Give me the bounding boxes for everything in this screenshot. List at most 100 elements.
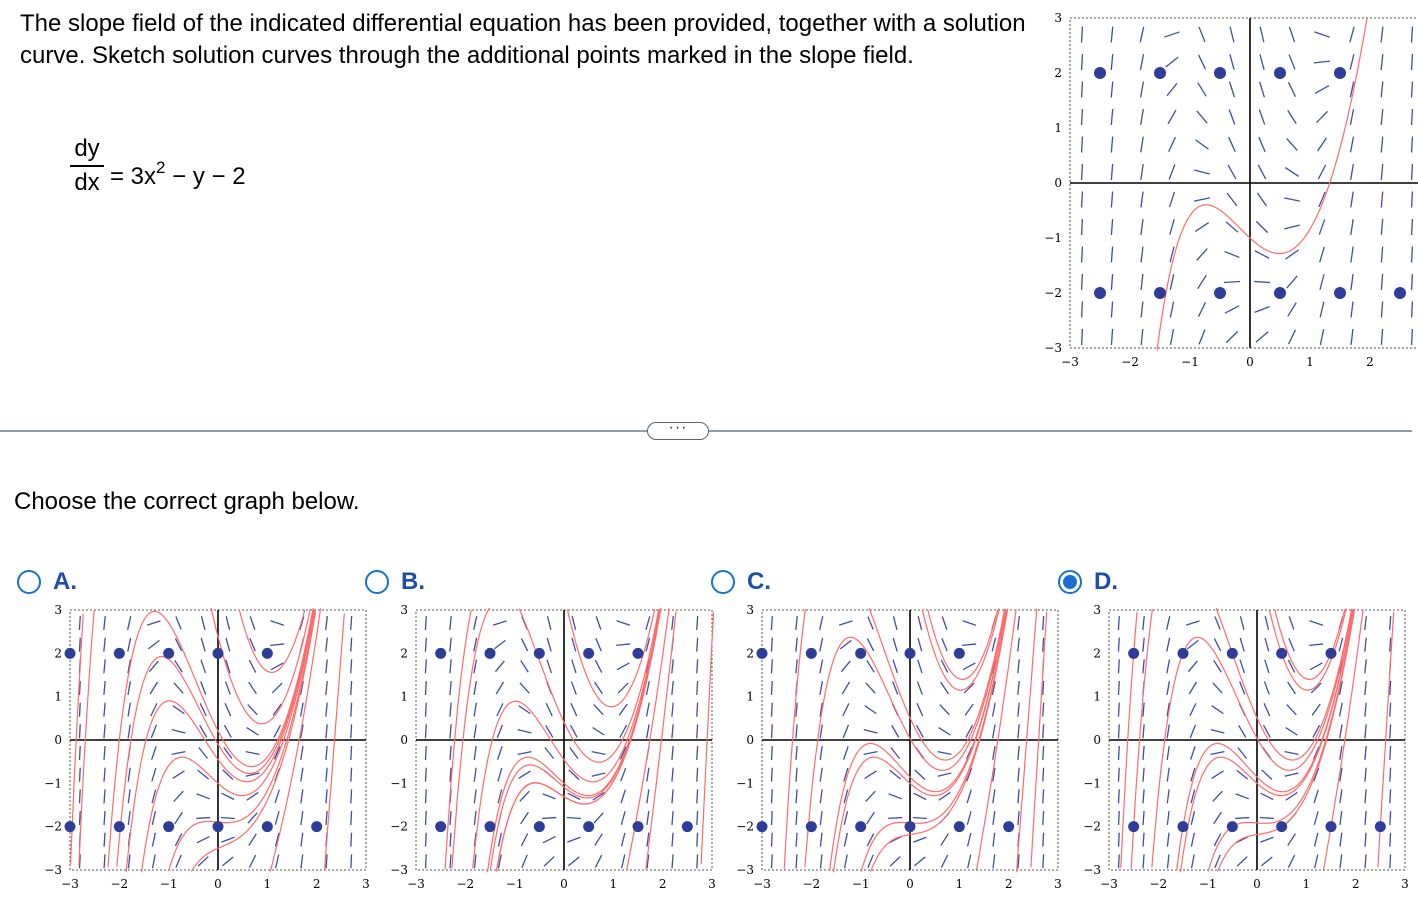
slope-segment	[274, 789, 280, 804]
option-b[interactable]: B.	[365, 567, 425, 597]
slope-segment	[1410, 53, 1414, 71]
radio-button-a[interactable]	[17, 570, 41, 594]
solution-curve	[868, 607, 1006, 761]
slope-segment	[246, 727, 259, 736]
slope-segment	[248, 833, 257, 846]
slope-segment	[496, 703, 504, 717]
slope-segment	[1410, 246, 1414, 263]
slope-segment	[1110, 191, 1114, 208]
slope-segment	[127, 724, 131, 739]
slope-segment	[1364, 615, 1367, 631]
slope-segment	[1410, 136, 1414, 153]
graph-option-a[interactable]: −3 −3 −2 −2 −1 −1 0 0 1 1 2 2 3 3	[30, 600, 376, 901]
marked-point	[1226, 821, 1238, 833]
slope-segment	[300, 832, 304, 847]
slope-segment	[819, 659, 824, 674]
slope-segment	[1364, 637, 1367, 652]
solution-curve	[1216, 608, 1356, 872]
slope-segment	[819, 767, 823, 782]
slope-segment	[992, 745, 996, 761]
slope-segment	[941, 637, 948, 652]
option-b-label: B.	[401, 568, 425, 595]
x-tick-label: 3	[1401, 877, 1409, 891]
slope-segment	[1380, 163, 1384, 181]
slope-segment	[645, 702, 650, 717]
slope-segment	[866, 811, 875, 825]
option-c-label: C.	[747, 568, 771, 595]
marked-point	[855, 647, 867, 659]
slope-segment	[595, 637, 602, 652]
solution-curve	[860, 609, 1008, 872]
solution-curve	[125, 609, 315, 873]
slope-segment	[1142, 615, 1145, 631]
slope-segment	[1258, 109, 1266, 125]
slope-segment	[1169, 329, 1175, 345]
slope-segment	[1042, 767, 1045, 782]
slope-segment	[1318, 219, 1326, 235]
x-tick-label: 1	[956, 877, 964, 891]
x-tick-label: −3	[61, 877, 79, 891]
slope-segment	[1239, 637, 1245, 652]
y-tick-label: 3	[746, 603, 754, 617]
slope-segment	[424, 702, 427, 717]
expand-more-button[interactable]: ···	[647, 420, 709, 440]
slope-segment	[449, 637, 452, 652]
solution-curve	[804, 608, 1006, 868]
slope-segment	[866, 638, 875, 652]
slope-segment	[1197, 274, 1207, 290]
slope-segment	[173, 682, 184, 694]
slope-segment	[1042, 810, 1045, 826]
slope-segment	[795, 724, 798, 739]
radio-button-d[interactable]	[1058, 570, 1082, 594]
slope-segment	[270, 620, 285, 626]
slope-segment	[865, 790, 876, 802]
y-tick-label: 1	[1054, 121, 1062, 135]
slope-segment	[1197, 54, 1207, 70]
solution-curve	[566, 609, 656, 708]
slope-segment	[200, 659, 207, 674]
slope-segment	[1239, 659, 1246, 674]
slope-segment	[839, 639, 852, 650]
slope-segment	[866, 833, 875, 847]
slope-segment	[350, 789, 353, 804]
slope-segment	[1239, 681, 1246, 695]
slope-segment	[1338, 702, 1343, 717]
slope-segment	[1080, 26, 1084, 43]
slope-segment	[965, 724, 974, 738]
slope-segment	[1339, 745, 1343, 761]
option-c[interactable]: C.	[711, 567, 771, 597]
graph-option-b[interactable]: −3 −3 −2 −2 −1 −1 0 0 1 1 2 2 3 3	[376, 600, 722, 901]
graph-option-c[interactable]: −3 −3 −2 −2 −1 −1 0 0 1 1 2 2 3 3	[722, 600, 1068, 901]
slope-segment	[1254, 306, 1270, 313]
option-d[interactable]: D.	[1058, 567, 1118, 597]
slope-segment	[1236, 856, 1248, 867]
solution-curve	[927, 609, 999, 680]
slope-segment	[1264, 637, 1270, 652]
option-a[interactable]: A.	[17, 567, 77, 597]
solution-curve	[69, 613, 84, 866]
marked-point	[435, 821, 447, 833]
slope-segment	[840, 660, 851, 673]
slope-segment	[770, 637, 773, 652]
graph-option-d[interactable]: −3 −3 −2 −2 −1 −1 0 0 1 1 2 2 3 3	[1069, 600, 1415, 901]
slope-segment	[103, 637, 106, 652]
slope-segment	[1166, 767, 1170, 782]
slope-segment	[770, 789, 773, 804]
slope-segment	[1142, 702, 1145, 717]
x-tick-label: −2	[802, 877, 820, 891]
slope-segment	[963, 682, 975, 694]
slope-segment	[616, 620, 631, 626]
slope-segment	[199, 703, 207, 717]
radio-button-b[interactable]	[365, 570, 389, 594]
slope-segment	[350, 854, 353, 869]
marked-point	[64, 647, 76, 659]
slope-segment	[424, 680, 427, 696]
x-tick-label: −2	[110, 877, 128, 891]
slope-segment	[424, 659, 427, 674]
slope-segment	[1142, 724, 1145, 739]
slope-segment	[888, 793, 902, 800]
radio-button-c[interactable]	[711, 570, 735, 594]
slope-segment	[571, 637, 577, 652]
